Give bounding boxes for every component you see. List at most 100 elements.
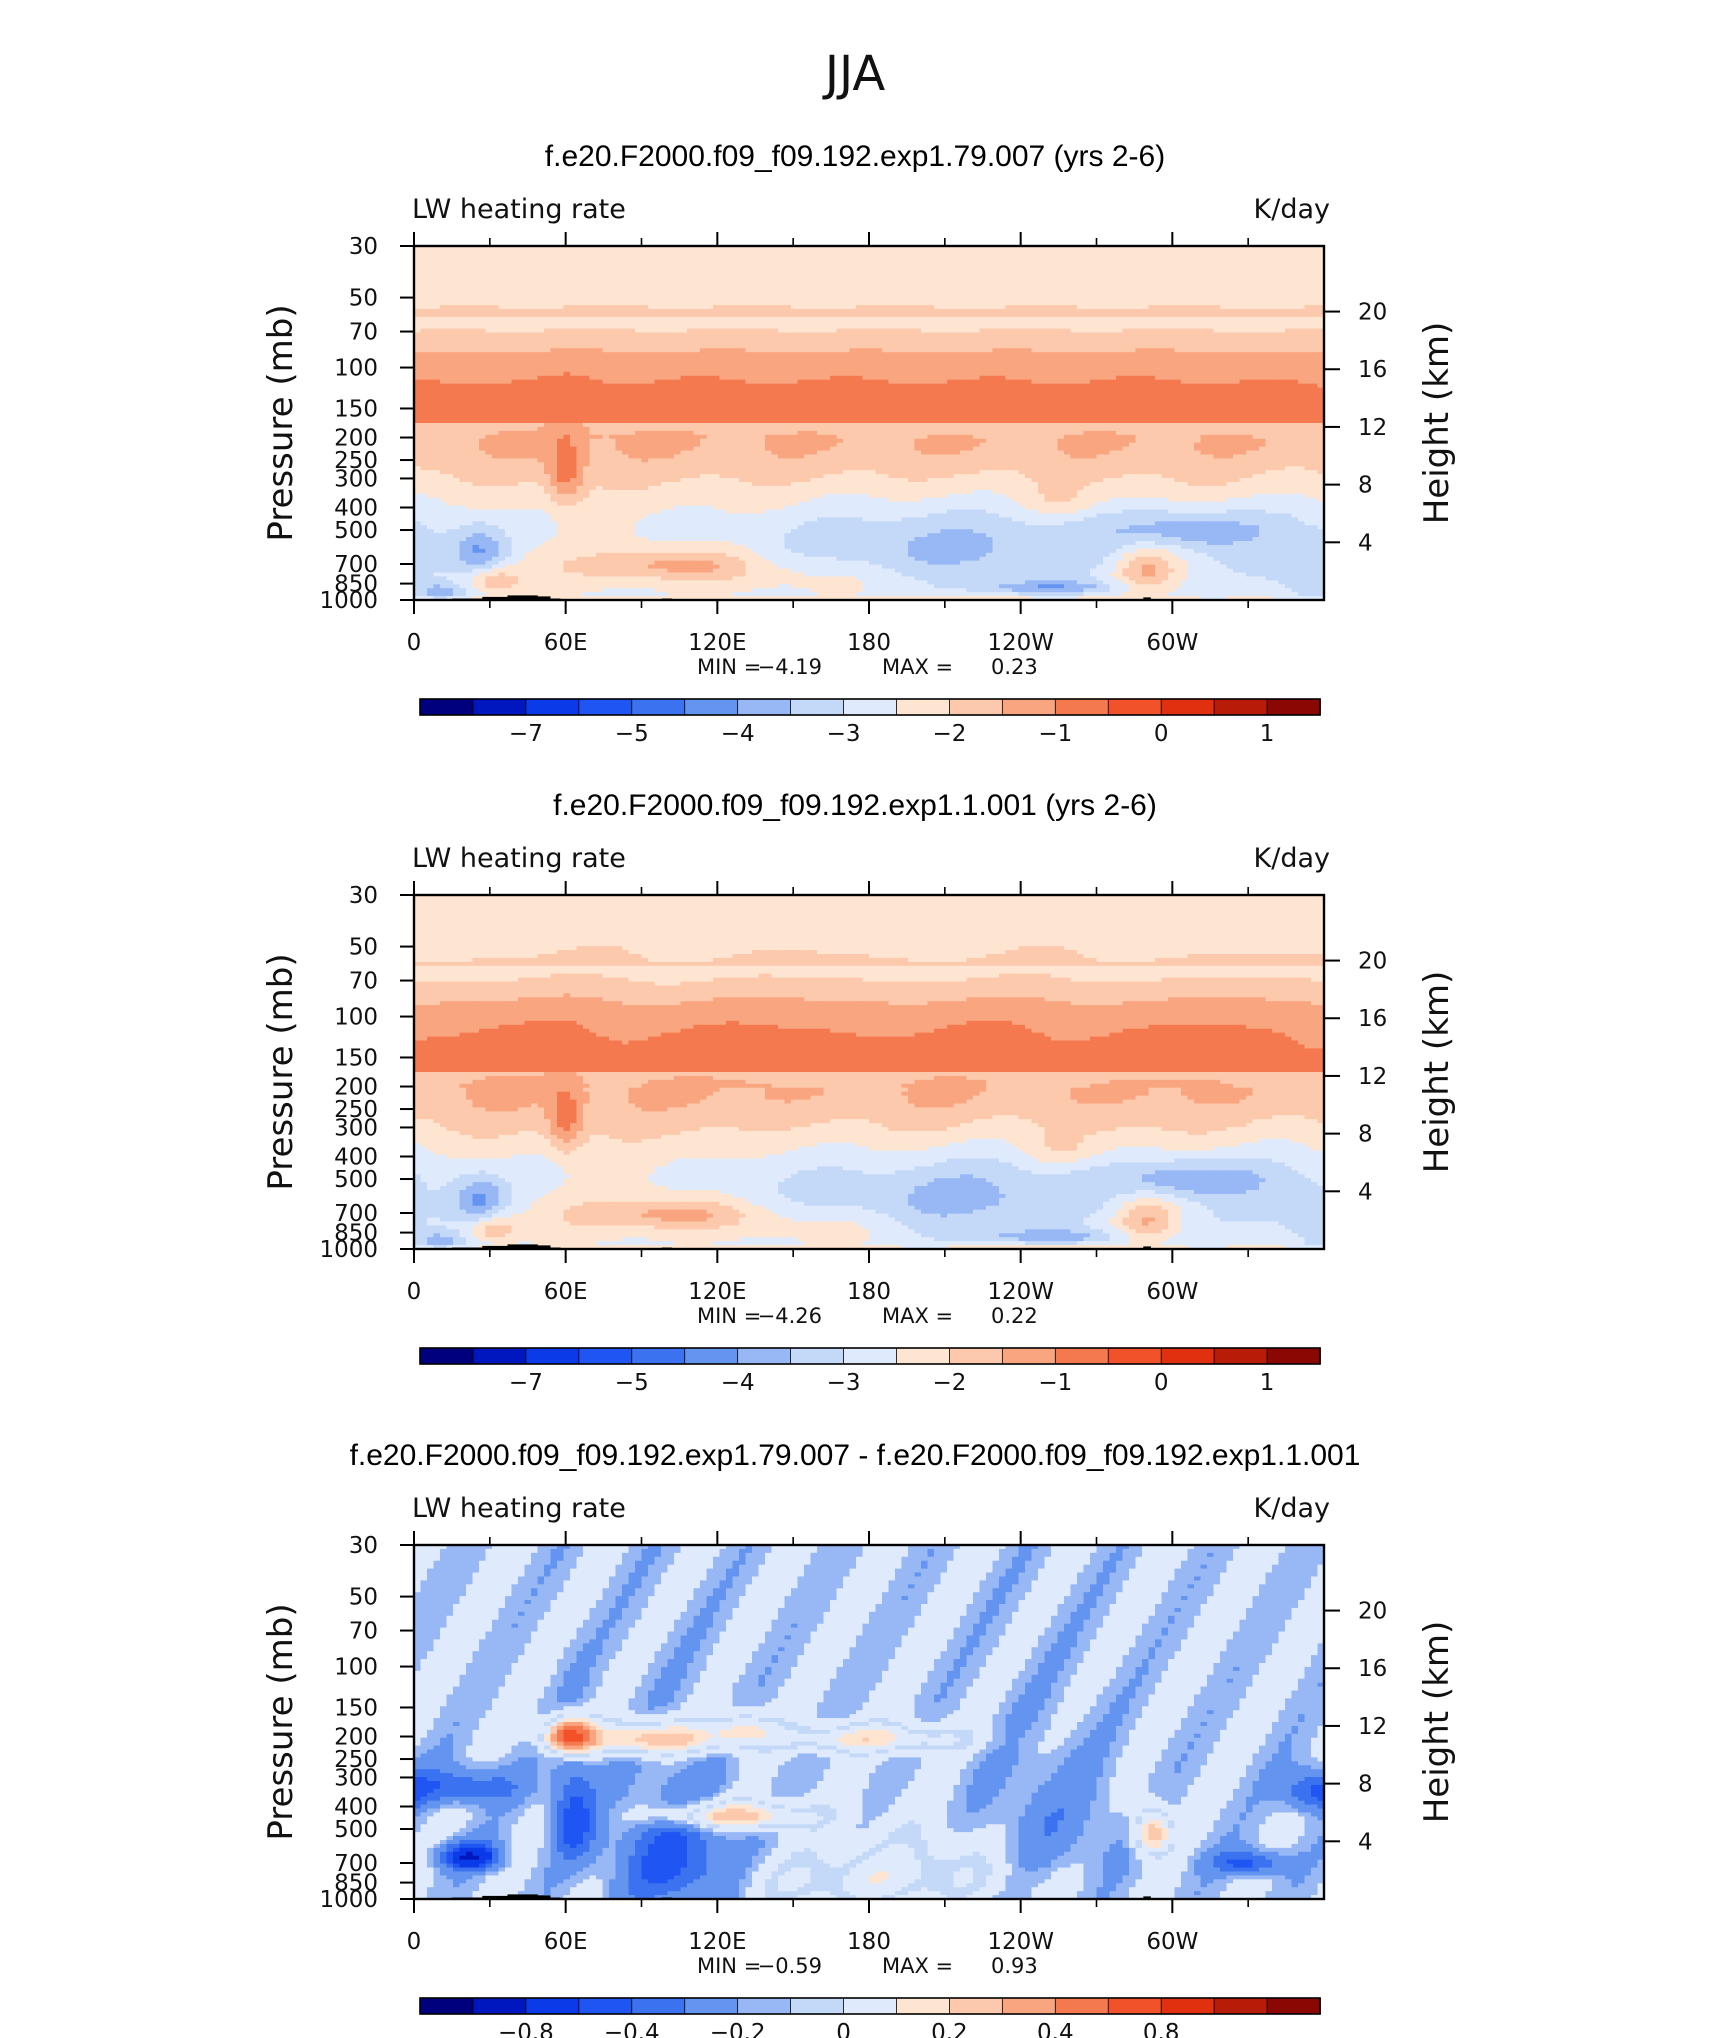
field-cell [719,352,727,357]
field-cell [498,293,506,298]
field-cell [1122,312,1130,318]
field-cell [726,364,734,369]
field-cell [1109,367,1117,373]
field-cell [1077,246,1085,251]
field-cell [427,297,435,302]
field-cell [1142,293,1150,298]
field-cell [901,293,909,298]
field-cell [934,269,942,275]
field-cell [765,253,773,259]
field-cell [966,332,974,338]
field-cell [992,289,1000,294]
field-cell [1187,379,1195,385]
field-cell [1135,297,1143,302]
field-cell [479,261,487,267]
field-cell [563,261,571,267]
field-cell [687,249,695,255]
field-cell [674,257,682,263]
field-cell [823,289,831,294]
field-cell [674,364,682,369]
field-cell [1109,364,1117,369]
field-cell [1083,265,1091,271]
field-cell [992,297,1000,302]
field-cell [986,308,994,314]
field-cell [1077,281,1085,286]
field-cell [485,367,493,373]
field-cell [719,273,727,279]
field-cell [791,379,799,385]
field-cell [706,269,714,275]
field-cell [1174,253,1182,259]
field-cell [1142,289,1150,294]
field-cell [453,253,461,259]
field-cell [609,364,617,369]
field-cell [1174,336,1182,341]
field-cell [1005,285,1013,290]
field-cell [420,285,428,290]
field-cell [1246,305,1254,310]
field-cell [700,344,708,349]
field-cell [901,253,909,259]
field-cell [1109,285,1117,290]
field-cell [1285,356,1293,361]
field-cell [453,364,461,369]
field-cell [1161,265,1169,271]
field-cell [940,297,948,302]
field-cell [479,367,487,373]
field-cell [1298,308,1306,314]
field-cell [921,316,929,322]
field-cell [849,265,857,271]
field-cell [1200,301,1208,306]
field-cell [498,305,506,310]
field-cell [667,265,675,271]
field-cell [648,273,656,279]
field-cell [1155,269,1163,275]
field-cell [557,277,565,282]
field-cell [947,269,955,275]
field-cell [784,308,792,314]
field-cell [739,253,747,259]
field-cell [433,352,441,357]
field-cell [797,352,805,357]
field-cell [739,375,747,381]
field-cell [823,277,831,282]
field-cell [537,352,545,357]
field-cell [1129,297,1137,302]
field-cell [492,253,500,259]
field-cell [1181,273,1189,279]
field-cell [869,328,877,334]
field-cell [1012,324,1020,330]
field-cell [453,281,461,286]
field-cell [771,301,779,306]
field-cell [602,277,610,282]
field-cell [1246,246,1254,251]
field-cell [498,301,506,306]
field-cell [849,364,857,369]
field-cell [1083,320,1091,326]
field-cell [1239,328,1247,334]
field-cell [453,371,461,377]
field-cell [1226,324,1234,330]
field-cell [1213,269,1221,275]
field-cell [648,375,656,381]
field-cell [433,360,441,365]
field-cell [940,364,948,369]
field-cell [414,305,422,310]
field-cell [427,356,435,361]
field-cell [778,246,786,251]
field-cell [726,360,734,365]
field-cell [1272,328,1280,334]
field-cell [1155,324,1163,330]
field-cell [765,356,773,361]
field-cell [953,277,961,282]
field-cell [1304,277,1312,282]
field-cell [531,289,539,294]
field-cell [602,375,610,381]
field-cell [648,305,656,310]
field-cell [947,257,955,263]
field-cell [960,261,968,267]
field-cell [797,360,805,365]
field-cell [979,352,987,357]
field-cell [609,301,617,306]
field-cell [960,332,968,338]
